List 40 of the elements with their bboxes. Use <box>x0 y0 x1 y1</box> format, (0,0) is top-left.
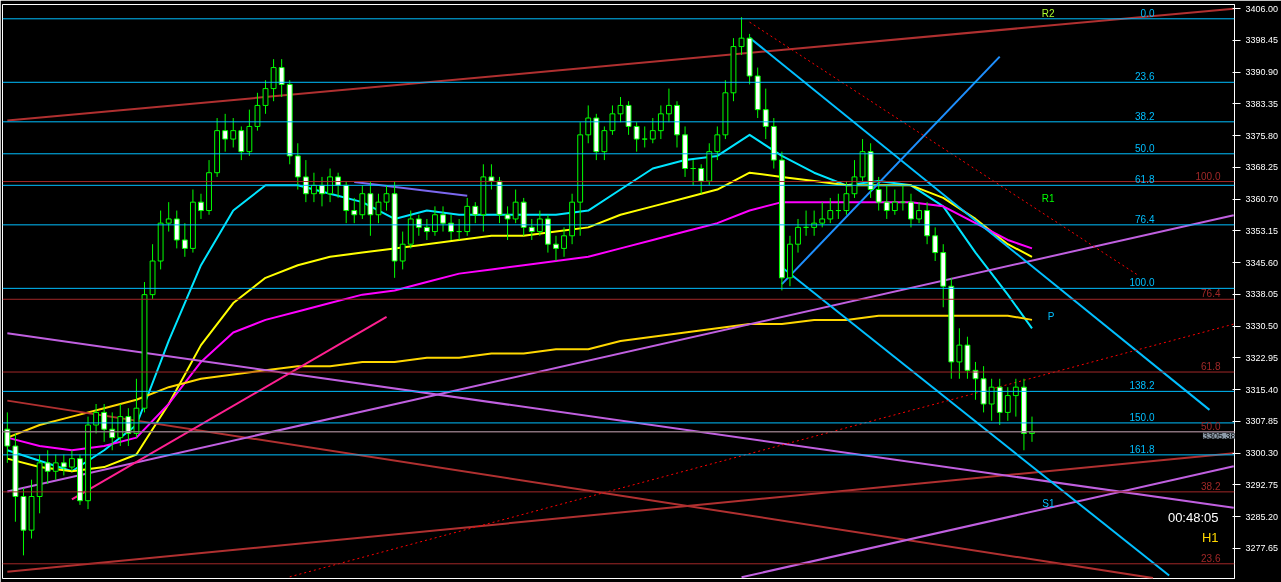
annotation: 50.0 <box>1201 420 1221 432</box>
y-tick-label: 3368.25 <box>1245 162 1279 173</box>
y-tick-label: 3315.40 <box>1245 384 1279 395</box>
y-tick-label: 3322.95 <box>1245 352 1279 363</box>
ref-line-label: 3305.38 <box>1202 430 1236 441</box>
annotation: 100.0 <box>1195 170 1221 182</box>
annotation: S1 <box>1042 497 1055 509</box>
annotation: 150.0 <box>1129 411 1155 423</box>
y-tick-label: 3345.60 <box>1245 257 1279 268</box>
annotation: 0.0 <box>1140 7 1155 19</box>
y-tick-label: 3338.05 <box>1245 289 1279 300</box>
y-tick-label: 3360.70 <box>1245 194 1279 205</box>
y-tick-label: 3406.00 <box>1245 3 1279 14</box>
y-tick-label: 3375.80 <box>1245 130 1279 141</box>
annotation: R2 <box>1041 7 1055 19</box>
annotation: 76.4 <box>1135 213 1155 225</box>
y-tick-label: 3277.65 <box>1245 543 1279 554</box>
annotation: H1 <box>1201 529 1219 545</box>
annotation: 61.8 <box>1201 361 1221 373</box>
y-tick-label: 3307.85 <box>1245 416 1279 427</box>
annotation: 50.0 <box>1135 142 1155 154</box>
y-tick-label: 3390.90 <box>1245 67 1279 78</box>
y-tick-label: 3398.45 <box>1245 35 1279 46</box>
annotation: 138.2 <box>1129 380 1155 392</box>
annotation: R1 <box>1041 192 1055 204</box>
y-tick-label: 3383.35 <box>1245 98 1279 109</box>
y-tick-label: 3300.30 <box>1245 448 1279 459</box>
annotation: 38.2 <box>1201 480 1221 492</box>
annotation: 100.0 <box>1129 277 1155 289</box>
annotation: 161.8 <box>1129 443 1155 455</box>
y-tick-label: 3285.20 <box>1245 511 1279 522</box>
annotation: P <box>1047 310 1055 322</box>
y-tick-label: 3292.75 <box>1245 479 1279 490</box>
annotation: 00:48:05 <box>1167 509 1219 525</box>
annotation: 23.6 <box>1201 552 1221 564</box>
y-tick-label: 3330.50 <box>1245 321 1279 332</box>
annotation: 23.6 <box>1135 71 1155 83</box>
y-tick-label: 3353.15 <box>1245 225 1279 236</box>
annotation: 76.4 <box>1201 288 1221 300</box>
annotation: 38.2 <box>1135 110 1155 122</box>
